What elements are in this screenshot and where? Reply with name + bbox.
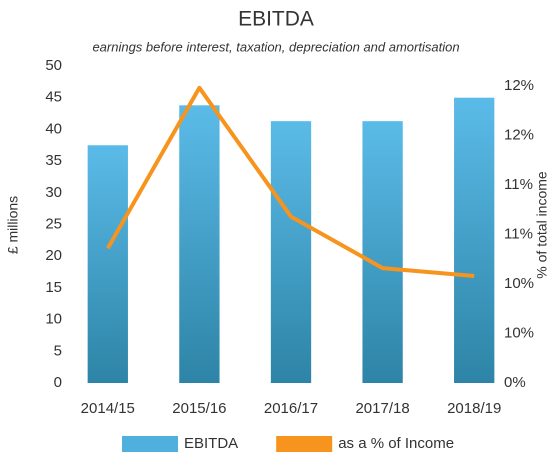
legend-label: as a % of Income [338, 435, 454, 452]
x-tick-label: 2014/15 [81, 400, 135, 417]
x-tick-label: 2018/19 [447, 400, 501, 417]
y-tick-label: 10 [45, 311, 62, 328]
y-tick-label: 20 [45, 247, 62, 264]
y2-tick-label: 12% [504, 126, 534, 143]
y2-tick-label: 11% [504, 176, 533, 193]
bar [270, 121, 312, 384]
legend-swatch [276, 436, 333, 452]
y-tick-label: 0 [54, 374, 62, 391]
y2-axis-label: % of total income [534, 171, 550, 279]
y-tick-label: 50 [45, 57, 62, 74]
legend-swatch [122, 436, 178, 452]
y-tick-label: 45 [45, 89, 62, 106]
y-tick-label: 40 [45, 120, 62, 137]
y2-tick-label: 11% [504, 225, 533, 242]
x-tick-label: 2017/18 [355, 400, 409, 417]
y-tick-label: 15 [45, 279, 62, 296]
x-tick-label: 2015/16 [172, 400, 226, 417]
bar [454, 97, 495, 383]
bar [362, 121, 403, 384]
y-tick-label: 5 [54, 342, 62, 359]
line [106, 85, 475, 279]
y-tick-label: 35 [45, 152, 62, 169]
legend-label: EBITDA [184, 435, 238, 452]
bar [87, 145, 128, 383]
y2-tick-label: 10% [504, 275, 534, 292]
y2-tick-label: 10% [504, 324, 534, 341]
bar [179, 105, 220, 384]
chart-subtitle: earnings before interest, taxation, depr… [92, 39, 459, 54]
chart-title: EBITDA [238, 8, 314, 31]
y-tick-label: 30 [45, 184, 62, 201]
y2-tick-label: 12% [504, 77, 534, 94]
y-tick-label: 25 [45, 215, 62, 232]
y-axis-label: £ millions [5, 196, 21, 254]
y2-tick-label: 0% [504, 374, 526, 391]
x-tick-label: 2016/17 [264, 400, 318, 417]
